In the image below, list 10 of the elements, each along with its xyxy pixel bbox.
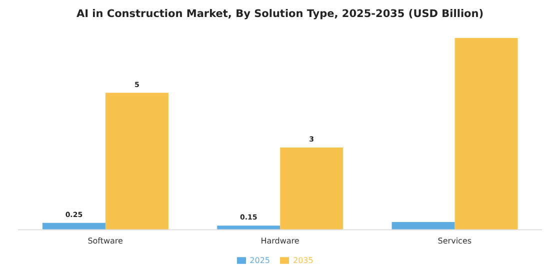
x-tick-label: Software <box>88 236 124 246</box>
x-tick-label: Hardware <box>260 236 300 246</box>
legend-label: 2025 <box>250 256 270 265</box>
legend-label: 2035 <box>293 256 314 265</box>
bar <box>105 92 168 230</box>
bar <box>280 148 344 230</box>
bar <box>454 38 518 230</box>
chart-title: AI in Construction Market, By Solution Type, 2025-2035 (USD Billion) <box>75 8 485 20</box>
bar <box>392 222 455 230</box>
x-tick-label: Services <box>438 236 472 246</box>
